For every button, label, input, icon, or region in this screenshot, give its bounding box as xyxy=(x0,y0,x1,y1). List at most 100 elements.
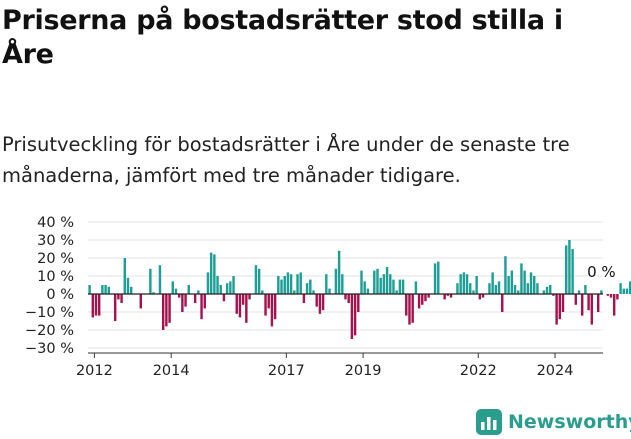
bar xyxy=(459,274,462,294)
bar xyxy=(619,283,622,294)
bar xyxy=(552,294,555,296)
bar xyxy=(590,294,594,325)
bar xyxy=(357,294,360,312)
bar xyxy=(209,252,213,294)
bar xyxy=(379,277,382,294)
bar xyxy=(520,263,523,294)
y-tick-label: −10 % xyxy=(25,305,74,321)
bar xyxy=(107,286,111,294)
bar xyxy=(373,270,376,294)
bar xyxy=(504,256,507,294)
bar xyxy=(158,265,162,294)
bar xyxy=(206,272,210,294)
bar xyxy=(424,294,427,302)
bar xyxy=(97,294,101,316)
bar xyxy=(385,267,389,294)
bar xyxy=(177,294,181,298)
bar xyxy=(193,294,197,303)
bar xyxy=(609,294,613,298)
bar xyxy=(270,294,274,327)
bar xyxy=(232,276,235,294)
bar xyxy=(264,294,267,316)
bar xyxy=(612,294,616,316)
bar xyxy=(219,285,222,294)
bar xyxy=(427,294,430,298)
x-tick-label: 2019 xyxy=(345,363,382,379)
bar xyxy=(558,294,562,320)
bar xyxy=(625,288,629,294)
bar xyxy=(475,276,478,294)
bar xyxy=(328,288,331,294)
gridlines xyxy=(88,221,603,349)
bar xyxy=(286,272,290,294)
bar xyxy=(280,279,283,294)
bar xyxy=(184,294,187,307)
bar xyxy=(337,250,341,294)
bar xyxy=(248,294,251,300)
y-tick-label: 10 % xyxy=(37,269,74,285)
bar xyxy=(545,286,549,294)
bar xyxy=(347,294,350,303)
bar xyxy=(513,285,517,294)
bar xyxy=(267,294,270,309)
bar xyxy=(414,281,418,294)
y-tick-label: 40 % xyxy=(37,215,74,231)
bar xyxy=(405,294,408,316)
bar xyxy=(315,294,318,307)
bar xyxy=(203,294,206,309)
bar xyxy=(542,290,546,294)
bar xyxy=(334,268,338,294)
bar xyxy=(94,294,98,316)
bar xyxy=(462,272,466,294)
bar xyxy=(344,294,347,300)
bar xyxy=(401,279,405,294)
bar xyxy=(187,285,190,294)
chart-subtitle: Prisutveckling för bostadsrätter i Åre u… xyxy=(2,133,570,187)
bar xyxy=(200,294,203,320)
x-tick-label: 2022 xyxy=(460,363,497,379)
y-tick-label: −30 % xyxy=(25,341,74,357)
bar xyxy=(584,285,587,294)
bar xyxy=(168,294,171,323)
bar xyxy=(606,294,610,296)
bar xyxy=(417,294,421,309)
bar xyxy=(600,290,603,294)
bar xyxy=(216,276,219,294)
bar xyxy=(321,294,325,311)
bar xyxy=(126,277,130,294)
y-tick-label: 30 % xyxy=(37,233,74,249)
bar xyxy=(312,290,315,294)
bar xyxy=(149,268,152,294)
bar-series xyxy=(88,240,631,339)
bar xyxy=(433,263,437,294)
bar xyxy=(488,283,491,294)
bar xyxy=(129,286,133,294)
bar xyxy=(565,245,568,294)
bar xyxy=(360,270,363,294)
bar xyxy=(238,294,242,318)
bar xyxy=(318,294,322,314)
bar xyxy=(341,274,344,294)
bar xyxy=(152,292,155,294)
bar-chart-logo-icon xyxy=(476,409,502,435)
chart-title: Priserna på bostadsrätter stod stilla i … xyxy=(2,5,563,70)
bar xyxy=(491,272,494,294)
bar xyxy=(382,274,386,294)
bar xyxy=(257,268,261,294)
bar xyxy=(222,294,226,302)
y-tick-label: 0 % xyxy=(46,287,74,303)
bar xyxy=(616,294,619,300)
bar xyxy=(395,290,398,294)
bar xyxy=(622,288,626,294)
bar xyxy=(241,294,245,305)
bar xyxy=(104,285,107,294)
bar xyxy=(296,274,299,294)
bar xyxy=(229,281,232,294)
bar xyxy=(305,283,309,294)
bar xyxy=(523,270,526,294)
bar xyxy=(350,294,354,339)
bar-chart: −30 %−20 %−10 %0 %10 %20 %30 %40 % 2012 2… xyxy=(25,215,631,379)
bar xyxy=(181,294,184,312)
bar xyxy=(117,294,120,300)
bar xyxy=(273,294,277,320)
